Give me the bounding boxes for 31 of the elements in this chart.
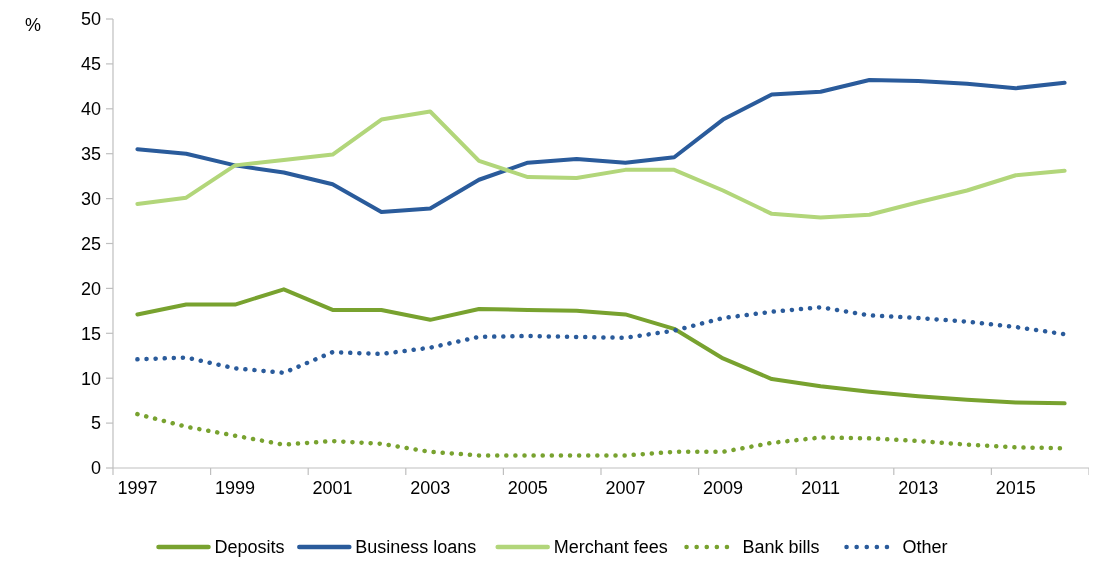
- x-tick-label: 1997: [117, 478, 158, 498]
- x-tick-label: 2005: [507, 478, 548, 498]
- y-tick-label: 30: [80, 188, 101, 209]
- legend-label: Merchant fees: [553, 537, 668, 557]
- y-tick-label: 15: [80, 323, 101, 344]
- legend-label: Business loans: [355, 537, 477, 557]
- y-tick-label: 25: [80, 233, 101, 254]
- x-tick-label: 1999: [214, 478, 256, 498]
- legend-label: Deposits: [214, 537, 285, 557]
- x-tick-label: 2011: [801, 478, 840, 498]
- y-tick-label: 5: [90, 413, 101, 434]
- y-tick-label: 10: [80, 368, 101, 389]
- y-tick-label: 45: [80, 54, 101, 75]
- x-tick-label: 2003: [410, 478, 451, 498]
- x-tick-label: 2001: [312, 478, 353, 498]
- line-series: [135, 109, 1067, 220]
- y-tick-label: 20: [80, 278, 101, 299]
- y-axis-title: %: [24, 15, 42, 36]
- line-series: [135, 78, 1067, 215]
- legend-label: Bank bills: [742, 537, 820, 557]
- legend-label: Other: [902, 537, 948, 557]
- y-tick-label: 40: [80, 99, 101, 120]
- line-series: [135, 305, 1067, 376]
- x-tick-label: 2013: [898, 478, 939, 498]
- y-tick-label: 0: [90, 458, 101, 479]
- y-tick-label: 35: [80, 144, 101, 164]
- x-tick-label: 2015: [995, 478, 1036, 498]
- y-tick-label: 50: [80, 9, 101, 30]
- x-tick-label: 2007: [605, 478, 646, 498]
- x-tick-label: 2009: [702, 478, 744, 498]
- line-series: [135, 287, 1067, 406]
